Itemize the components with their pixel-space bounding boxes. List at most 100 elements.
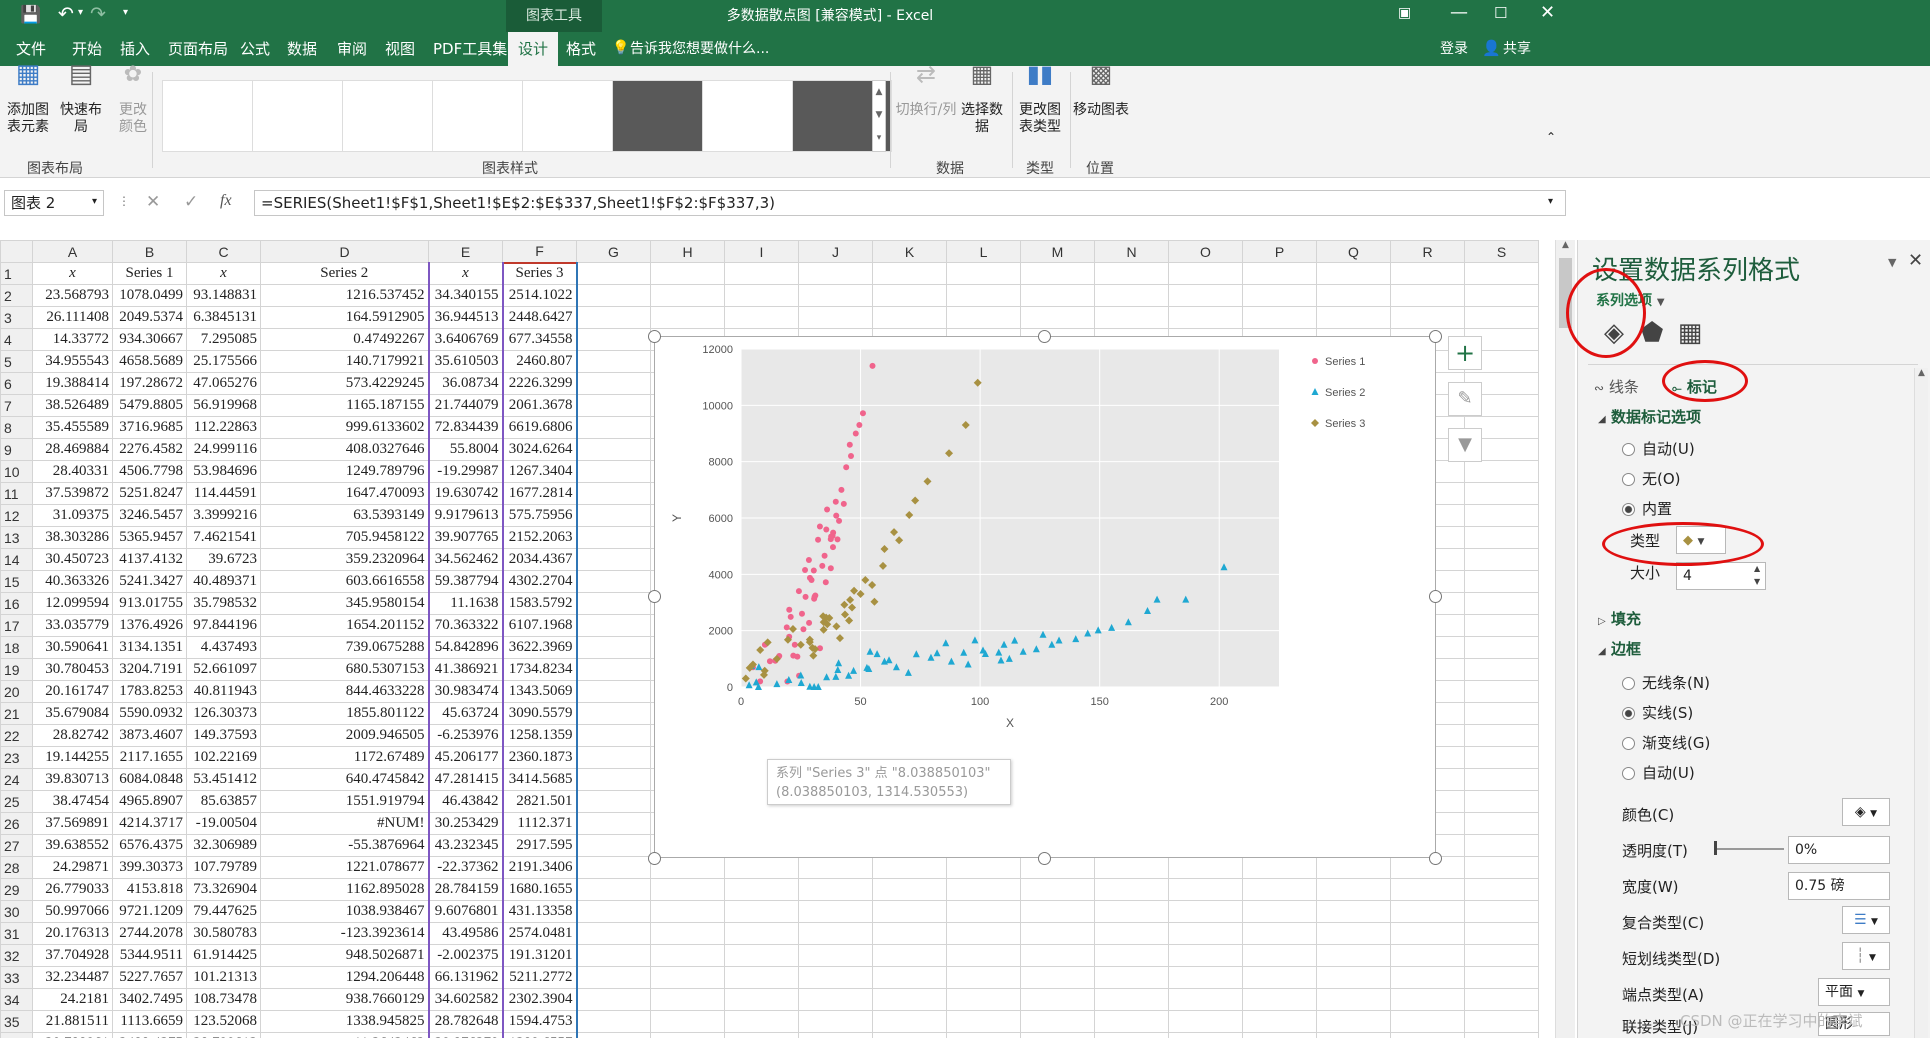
cell[interactable]: 6084.0848 — [112, 768, 187, 791]
cell[interactable]: 2360.1873 — [502, 746, 578, 769]
cell[interactable] — [576, 1032, 651, 1038]
cell[interactable]: 30.450723 — [32, 548, 113, 571]
cell[interactable]: 359.2320964 — [260, 548, 429, 571]
cell[interactable]: 6.3845131 — [186, 306, 261, 329]
cell[interactable]: 32.306989 — [186, 834, 261, 857]
column-header[interactable]: N — [1094, 240, 1169, 263]
cell[interactable] — [576, 570, 651, 593]
cell[interactable]: 28.40331 — [32, 460, 113, 483]
cell[interactable]: 66.131962 — [427, 966, 504, 989]
cell[interactable] — [576, 526, 651, 549]
cell[interactable] — [1094, 944, 1169, 967]
cell[interactable] — [872, 306, 947, 329]
cell[interactable]: 5241.3427 — [112, 570, 187, 593]
row-header[interactable]: 17 — [0, 614, 33, 637]
cell[interactable] — [1316, 1032, 1391, 1038]
change-colors-button[interactable]: ✿ 更改颜色 — [110, 64, 156, 136]
cell[interactable] — [650, 900, 725, 923]
cell[interactable]: 63.5393149 — [260, 504, 429, 527]
pane-options-dropdown-icon[interactable]: ▼ — [1888, 256, 1897, 269]
cell[interactable] — [1094, 878, 1169, 901]
cell[interactable]: 408.0327646 — [260, 438, 429, 461]
cell[interactable]: #NUM! — [260, 812, 429, 835]
cell[interactable] — [1464, 1010, 1539, 1033]
cell[interactable]: 19.144255 — [32, 746, 113, 769]
share-icon[interactable]: 👤 — [1482, 39, 1501, 57]
column-header[interactable]: P — [1242, 240, 1317, 263]
cell[interactable]: Series 2 — [260, 262, 429, 285]
cell[interactable]: 4214.3717 — [112, 812, 187, 835]
chart-style-4[interactable] — [432, 80, 532, 152]
cell[interactable] — [576, 262, 651, 285]
cell[interactable] — [798, 988, 873, 1011]
cell[interactable]: 399.30373 — [112, 856, 187, 879]
chart-style-6[interactable] — [612, 80, 712, 152]
column-header[interactable]: A — [32, 240, 113, 263]
cell[interactable]: 938.7660129 — [260, 988, 429, 1011]
row-header[interactable]: 11 — [0, 482, 33, 505]
row-header[interactable]: 15 — [0, 570, 33, 593]
cell[interactable]: 55.8004 — [427, 438, 504, 461]
cell[interactable]: 50.997066 — [32, 900, 113, 923]
cell[interactable] — [1464, 548, 1539, 571]
cell[interactable]: 36.944513 — [427, 306, 504, 329]
cell[interactable]: 2061.3678 — [502, 394, 578, 417]
cell[interactable] — [650, 1032, 725, 1038]
transparency-slider[interactable] — [1714, 848, 1784, 850]
cell[interactable] — [1020, 878, 1095, 901]
column-header[interactable]: E — [428, 240, 503, 263]
cell[interactable] — [1390, 262, 1465, 285]
switch-row-column-button[interactable]: ⇄ 切换行/列 — [895, 60, 957, 118]
cell[interactable] — [1242, 878, 1317, 901]
cell[interactable]: Series 3 — [501, 261, 578, 285]
cell[interactable] — [576, 460, 651, 483]
cell[interactable] — [1316, 262, 1391, 285]
row-header[interactable]: 25 — [0, 790, 33, 813]
compound-type-dropdown[interactable]: ☰ ▼ — [1842, 906, 1890, 934]
dash-type-dropdown[interactable]: ┆ ▼ — [1842, 942, 1890, 970]
cell[interactable]: 56.919968 — [186, 394, 261, 417]
cell[interactable]: 35.798532 — [186, 592, 261, 615]
cell[interactable] — [1020, 1010, 1095, 1033]
cell[interactable] — [576, 768, 651, 791]
cell[interactable] — [798, 878, 873, 901]
cell[interactable]: 1172.67489 — [260, 746, 429, 769]
cell[interactable]: 40.811943 — [186, 680, 261, 703]
cell[interactable] — [1020, 922, 1095, 945]
quick-layout-button[interactable]: ▤ 快速布局 — [56, 61, 106, 136]
cell[interactable]: 1855.801122 — [260, 702, 429, 725]
name-box[interactable]: 图表 2 — [4, 190, 104, 216]
cell[interactable] — [1020, 306, 1095, 329]
cell[interactable]: 43.49586 — [427, 922, 504, 945]
row-header[interactable]: 13 — [0, 526, 33, 549]
cell[interactable] — [576, 790, 651, 813]
marker-none-radio[interactable]: 无(O) — [1622, 468, 1681, 489]
pane-scroll-up[interactable]: ▲ — [1918, 368, 1925, 378]
cell[interactable] — [798, 284, 873, 307]
cell[interactable]: 3024.6264 — [502, 438, 578, 461]
cell[interactable] — [1316, 878, 1391, 901]
cell[interactable] — [1168, 988, 1243, 1011]
cell[interactable] — [576, 856, 651, 879]
pane-close-icon[interactable]: ✕ — [1908, 250, 1924, 271]
cell[interactable] — [1094, 856, 1169, 879]
cell[interactable] — [1316, 1010, 1391, 1033]
cell[interactable] — [946, 856, 1021, 879]
cell[interactable]: 3716.9685 — [112, 416, 187, 439]
select-data-button[interactable]: ▦ 选择数据 — [956, 62, 1008, 136]
cell[interactable] — [1020, 262, 1095, 285]
cell[interactable]: 677.34558 — [502, 328, 578, 351]
cell[interactable] — [576, 482, 651, 505]
cell[interactable]: 34.955543 — [32, 350, 113, 373]
row-header[interactable]: 23 — [0, 746, 33, 769]
cell[interactable]: 21.881511 — [32, 1010, 113, 1033]
cell[interactable]: 2574.0481 — [502, 922, 578, 945]
cell[interactable] — [1464, 680, 1539, 703]
column-header[interactable]: G — [576, 240, 651, 263]
column-header[interactable]: K — [872, 240, 947, 263]
cell[interactable] — [1464, 724, 1539, 747]
cell[interactable]: 1583.5792 — [502, 592, 578, 615]
chart-style-5[interactable] — [522, 80, 622, 152]
cap-type-dropdown[interactable]: 平面 ▼ — [1818, 978, 1890, 1006]
row-header[interactable]: 36 — [0, 1032, 33, 1038]
